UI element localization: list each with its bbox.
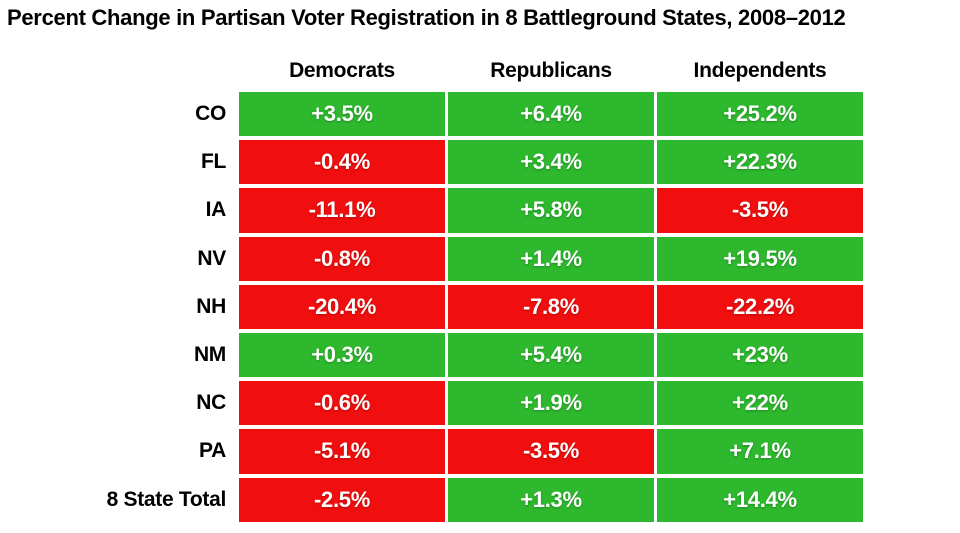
data-cell: +1.9% [448, 381, 654, 426]
data-cell: +23% [657, 332, 863, 378]
data-cell: +14.4% [657, 477, 863, 522]
row-label: 8 State Total [106, 487, 227, 511]
page-title: Percent Change in Partisan Voter Registr… [7, 5, 846, 30]
row-label: NV [197, 246, 226, 270]
data-cell: +25.2% [657, 92, 863, 137]
row-label: CO [195, 102, 226, 126]
data-cell: +6.4% [448, 92, 654, 137]
data-cell: -3.5% [448, 429, 654, 474]
data-cell: +7.1% [657, 429, 863, 474]
data-cell: +1.3% [448, 477, 654, 522]
row-label: NH [196, 294, 226, 318]
row-label: NC [196, 391, 226, 415]
data-cell: -5.1% [239, 429, 445, 474]
data-cell: -7.8% [448, 284, 654, 329]
data-cell: +5.8% [448, 188, 654, 233]
data-cell: +1.4% [448, 236, 654, 281]
data-cell: -0.6% [239, 381, 445, 426]
voter-registration-table: Democrats Republicans Independents CO +3.… [0, 54, 863, 522]
data-cell: +19.5% [657, 236, 863, 281]
data-cell: +22.3% [657, 140, 863, 185]
column-header-independents: Independents [693, 59, 827, 82]
data-cell: -0.4% [239, 140, 445, 185]
row-label: FL [200, 150, 226, 174]
data-cell: +22% [657, 381, 863, 426]
data-cell: +3.5% [239, 92, 445, 137]
data-cell: +5.4% [448, 332, 654, 378]
column-header-democrats: Democrats [289, 59, 395, 82]
data-cell: -11.1% [239, 188, 445, 233]
data-cell: -3.5% [657, 188, 863, 233]
data-cell: -2.5% [239, 477, 445, 522]
header-spacer [0, 54, 236, 88]
column-header-republicans: Republicans [490, 59, 612, 82]
row-label: IA [205, 198, 227, 222]
data-cell: -20.4% [239, 284, 445, 329]
row-label: PA [198, 439, 226, 463]
data-cell: -22.2% [657, 284, 863, 329]
data-cell: +3.4% [448, 140, 654, 185]
data-cell: -0.8% [239, 236, 445, 281]
data-cell: +0.3% [239, 332, 445, 378]
row-label: NM [193, 343, 226, 367]
